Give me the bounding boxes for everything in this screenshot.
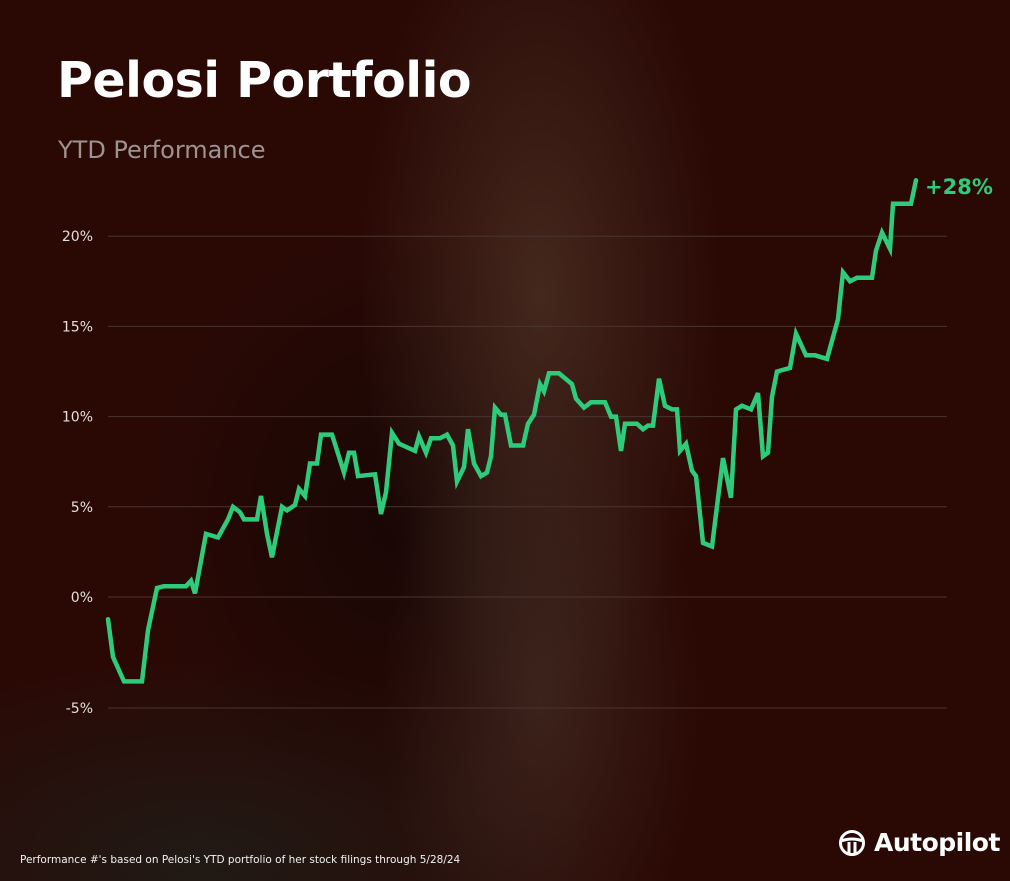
steering-wheel-icon bbox=[839, 829, 865, 856]
page-title: Pelosi Portfolio bbox=[57, 52, 472, 109]
y-tick-label: 0% bbox=[71, 590, 93, 606]
y-tick-label: 5% bbox=[71, 500, 93, 516]
performance-line bbox=[105, 178, 919, 684]
brand-name: Autopilot bbox=[874, 828, 1000, 857]
end-value-label: +28% bbox=[925, 175, 993, 199]
autopilot-logo: Autopilot bbox=[838, 828, 1000, 857]
footnote: Performance #'s based on Pelosi's YTD po… bbox=[20, 854, 461, 866]
page-subtitle: YTD Performance bbox=[58, 136, 266, 164]
y-tick-label: 15% bbox=[62, 319, 93, 335]
y-tick-label: 20% bbox=[62, 229, 93, 245]
y-tick-label: 10% bbox=[62, 410, 93, 426]
y-tick-label: -5% bbox=[66, 701, 93, 717]
